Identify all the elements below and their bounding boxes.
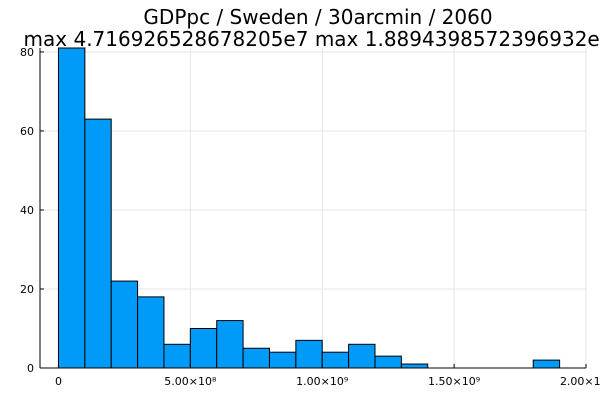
x-tick-label: 1.50×10⁹ <box>428 375 480 388</box>
histogram-bar <box>348 343 376 369</box>
x-tick-label: 2.00×10⁹ <box>560 375 600 388</box>
chart-subtitle: max 4.716926528678205e7 max 1.8894398572… <box>24 27 600 51</box>
histogram-bar <box>84 118 112 369</box>
y-tick-label: 60 <box>20 125 34 138</box>
x-tick-label: 1.00×10⁹ <box>296 375 348 388</box>
histogram-bar <box>321 351 350 369</box>
histogram-bar <box>57 47 86 369</box>
y-tick-label: 0 <box>27 362 34 375</box>
y-tick-label: 20 <box>20 283 34 296</box>
histogram-bar <box>268 351 297 369</box>
histogram-bar <box>532 359 561 369</box>
histogram-bar <box>400 363 429 369</box>
histogram-bar <box>374 355 402 369</box>
histogram-bar <box>110 280 139 369</box>
chart-title: GDPpc / Sweden / 30arcmin / 2060 <box>143 5 492 29</box>
bars <box>57 47 561 369</box>
histogram-bar <box>295 339 323 369</box>
histogram-bar <box>189 327 218 369</box>
tick-labels: 0 5.00×10⁸ 1.00×10⁹ 1.50×10⁹ 2.00×10⁹ 0 20 40 60… <box>20 46 600 388</box>
axes <box>39 48 587 369</box>
x-tick-label: 0 <box>55 375 62 388</box>
x-tick-label: 5.00×10⁸ <box>164 375 217 388</box>
y-tick-label: 40 <box>20 204 34 217</box>
histogram-bar <box>163 343 191 369</box>
histogram-bar <box>242 347 270 369</box>
histogram-bar <box>137 296 165 369</box>
histogram-bar <box>216 320 244 369</box>
y-tick-label: 80 <box>20 46 34 59</box>
